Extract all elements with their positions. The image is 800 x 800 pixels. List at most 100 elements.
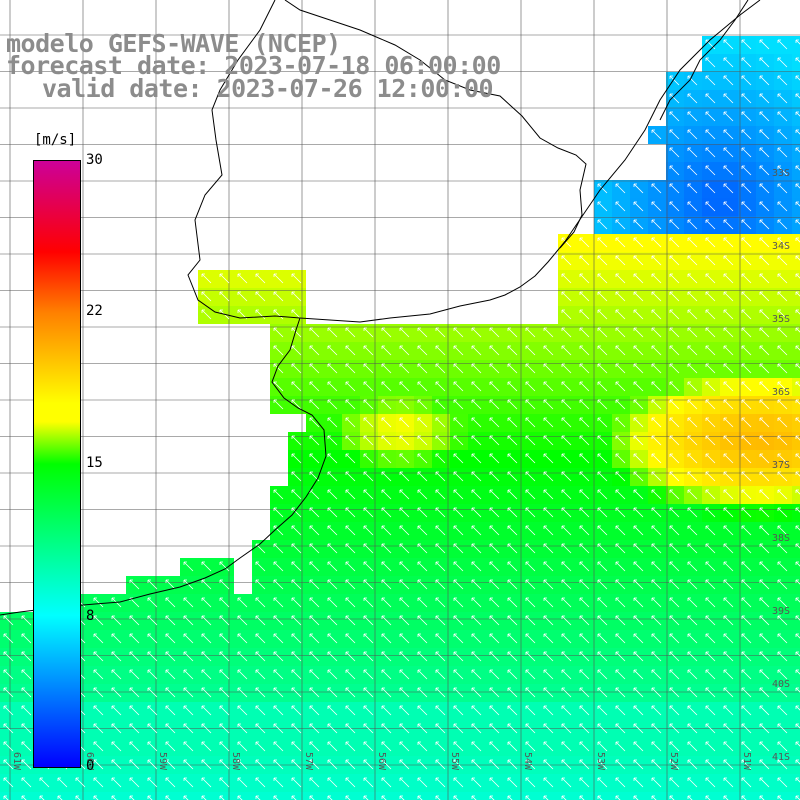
wind-arrow bbox=[615, 237, 626, 248]
wind-arrow bbox=[453, 615, 464, 626]
wind-arrow bbox=[723, 93, 734, 104]
wind-arrow bbox=[489, 615, 500, 626]
wind-arrow bbox=[705, 111, 716, 122]
wind-arrow bbox=[291, 741, 302, 752]
wind-cell bbox=[324, 792, 342, 800]
wind-arrow bbox=[741, 165, 752, 176]
lon-label: 56W bbox=[376, 752, 387, 771]
wind-arrow bbox=[399, 795, 405, 800]
wind-arrow bbox=[399, 543, 410, 554]
wind-arrow bbox=[471, 651, 482, 662]
wind-arrow bbox=[255, 291, 266, 302]
wind-arrow bbox=[129, 723, 140, 734]
wind-arrow bbox=[399, 489, 410, 500]
wind-cell bbox=[522, 792, 540, 800]
wind-arrow bbox=[255, 723, 266, 734]
wind-arrow bbox=[507, 741, 518, 752]
wind-arrow bbox=[489, 399, 500, 410]
wind-arrow bbox=[471, 759, 482, 770]
wind-arrow bbox=[597, 705, 608, 716]
wind-arrow bbox=[651, 741, 662, 752]
wind-arrow bbox=[705, 705, 716, 716]
wind-arrow bbox=[201, 795, 207, 800]
wind-arrow bbox=[309, 327, 320, 338]
wind-arrow bbox=[579, 651, 590, 662]
wind-arrow bbox=[687, 345, 698, 356]
wind-arrow bbox=[669, 453, 680, 464]
wind-arrow bbox=[723, 201, 734, 212]
wind-arrow bbox=[237, 687, 248, 698]
wind-arrow bbox=[633, 471, 644, 482]
wind-arrow bbox=[759, 219, 770, 230]
wind-arrow bbox=[795, 219, 800, 225]
wind-arrow bbox=[741, 687, 752, 698]
wind-arrow bbox=[651, 525, 662, 536]
wind-arrow bbox=[327, 759, 338, 770]
wind-arrow bbox=[273, 399, 284, 410]
wind-arrow bbox=[489, 561, 500, 572]
wind-cell bbox=[540, 792, 558, 800]
wind-arrow bbox=[579, 777, 590, 788]
wind-arrow bbox=[381, 705, 392, 716]
wind-arrow bbox=[579, 507, 590, 518]
wind-arrow bbox=[255, 705, 266, 716]
wind-arrow bbox=[705, 345, 716, 356]
wind-arrow bbox=[525, 579, 536, 590]
wind-arrow bbox=[687, 111, 698, 122]
wind-arrow bbox=[273, 309, 284, 320]
wind-arrow bbox=[435, 795, 441, 800]
wind-arrow bbox=[471, 633, 482, 644]
wind-arrow bbox=[309, 669, 320, 680]
wind-arrow bbox=[435, 507, 446, 518]
wind-arrow bbox=[435, 381, 446, 392]
wind-cell bbox=[792, 504, 800, 522]
wind-arrow bbox=[399, 759, 410, 770]
wind-arrow bbox=[561, 687, 572, 698]
wind-arrow bbox=[669, 507, 680, 518]
wind-arrow bbox=[543, 795, 549, 800]
wind-arrow bbox=[417, 777, 428, 788]
wind-arrow bbox=[291, 759, 302, 770]
wind-arrow bbox=[651, 543, 662, 554]
wind-arrow bbox=[705, 525, 716, 536]
wind-arrow bbox=[615, 651, 626, 662]
wind-arrow bbox=[327, 687, 338, 698]
wind-arrow bbox=[327, 579, 338, 590]
wind-arrow bbox=[453, 435, 464, 446]
wind-arrow bbox=[507, 633, 518, 644]
wind-cell bbox=[792, 90, 800, 108]
wind-arrow bbox=[723, 507, 734, 518]
wind-cell bbox=[792, 144, 800, 162]
wind-arrow bbox=[291, 615, 302, 626]
wind-arrow bbox=[453, 363, 464, 374]
wind-arrow bbox=[741, 489, 752, 500]
wind-arrow bbox=[633, 345, 644, 356]
wind-arrow bbox=[795, 147, 800, 153]
wind-arrow bbox=[759, 777, 770, 788]
wind-arrow bbox=[489, 453, 500, 464]
wind-arrow bbox=[669, 165, 680, 176]
wind-arrow bbox=[777, 759, 788, 770]
wind-arrow bbox=[345, 525, 356, 536]
wind-arrow bbox=[741, 183, 752, 194]
wind-arrow bbox=[219, 795, 225, 800]
wind-arrow bbox=[327, 561, 338, 572]
wind-arrow bbox=[723, 273, 734, 284]
wind-arrow bbox=[597, 363, 608, 374]
wind-arrow bbox=[723, 75, 734, 86]
wind-arrow bbox=[597, 201, 608, 212]
wind-arrow bbox=[705, 453, 716, 464]
wind-cell bbox=[72, 792, 90, 800]
wind-cell bbox=[792, 342, 800, 360]
wind-arrow bbox=[417, 381, 428, 392]
wind-cell bbox=[792, 72, 800, 90]
wind-arrow bbox=[129, 759, 140, 770]
wind-arrow bbox=[615, 615, 626, 626]
wind-arrow bbox=[795, 723, 800, 729]
wind-arrow bbox=[633, 705, 644, 716]
wind-arrow bbox=[705, 543, 716, 554]
wind-arrow bbox=[219, 723, 230, 734]
wind-arrow bbox=[417, 741, 428, 752]
wind-arrow bbox=[723, 471, 734, 482]
wind-arrow bbox=[687, 165, 698, 176]
